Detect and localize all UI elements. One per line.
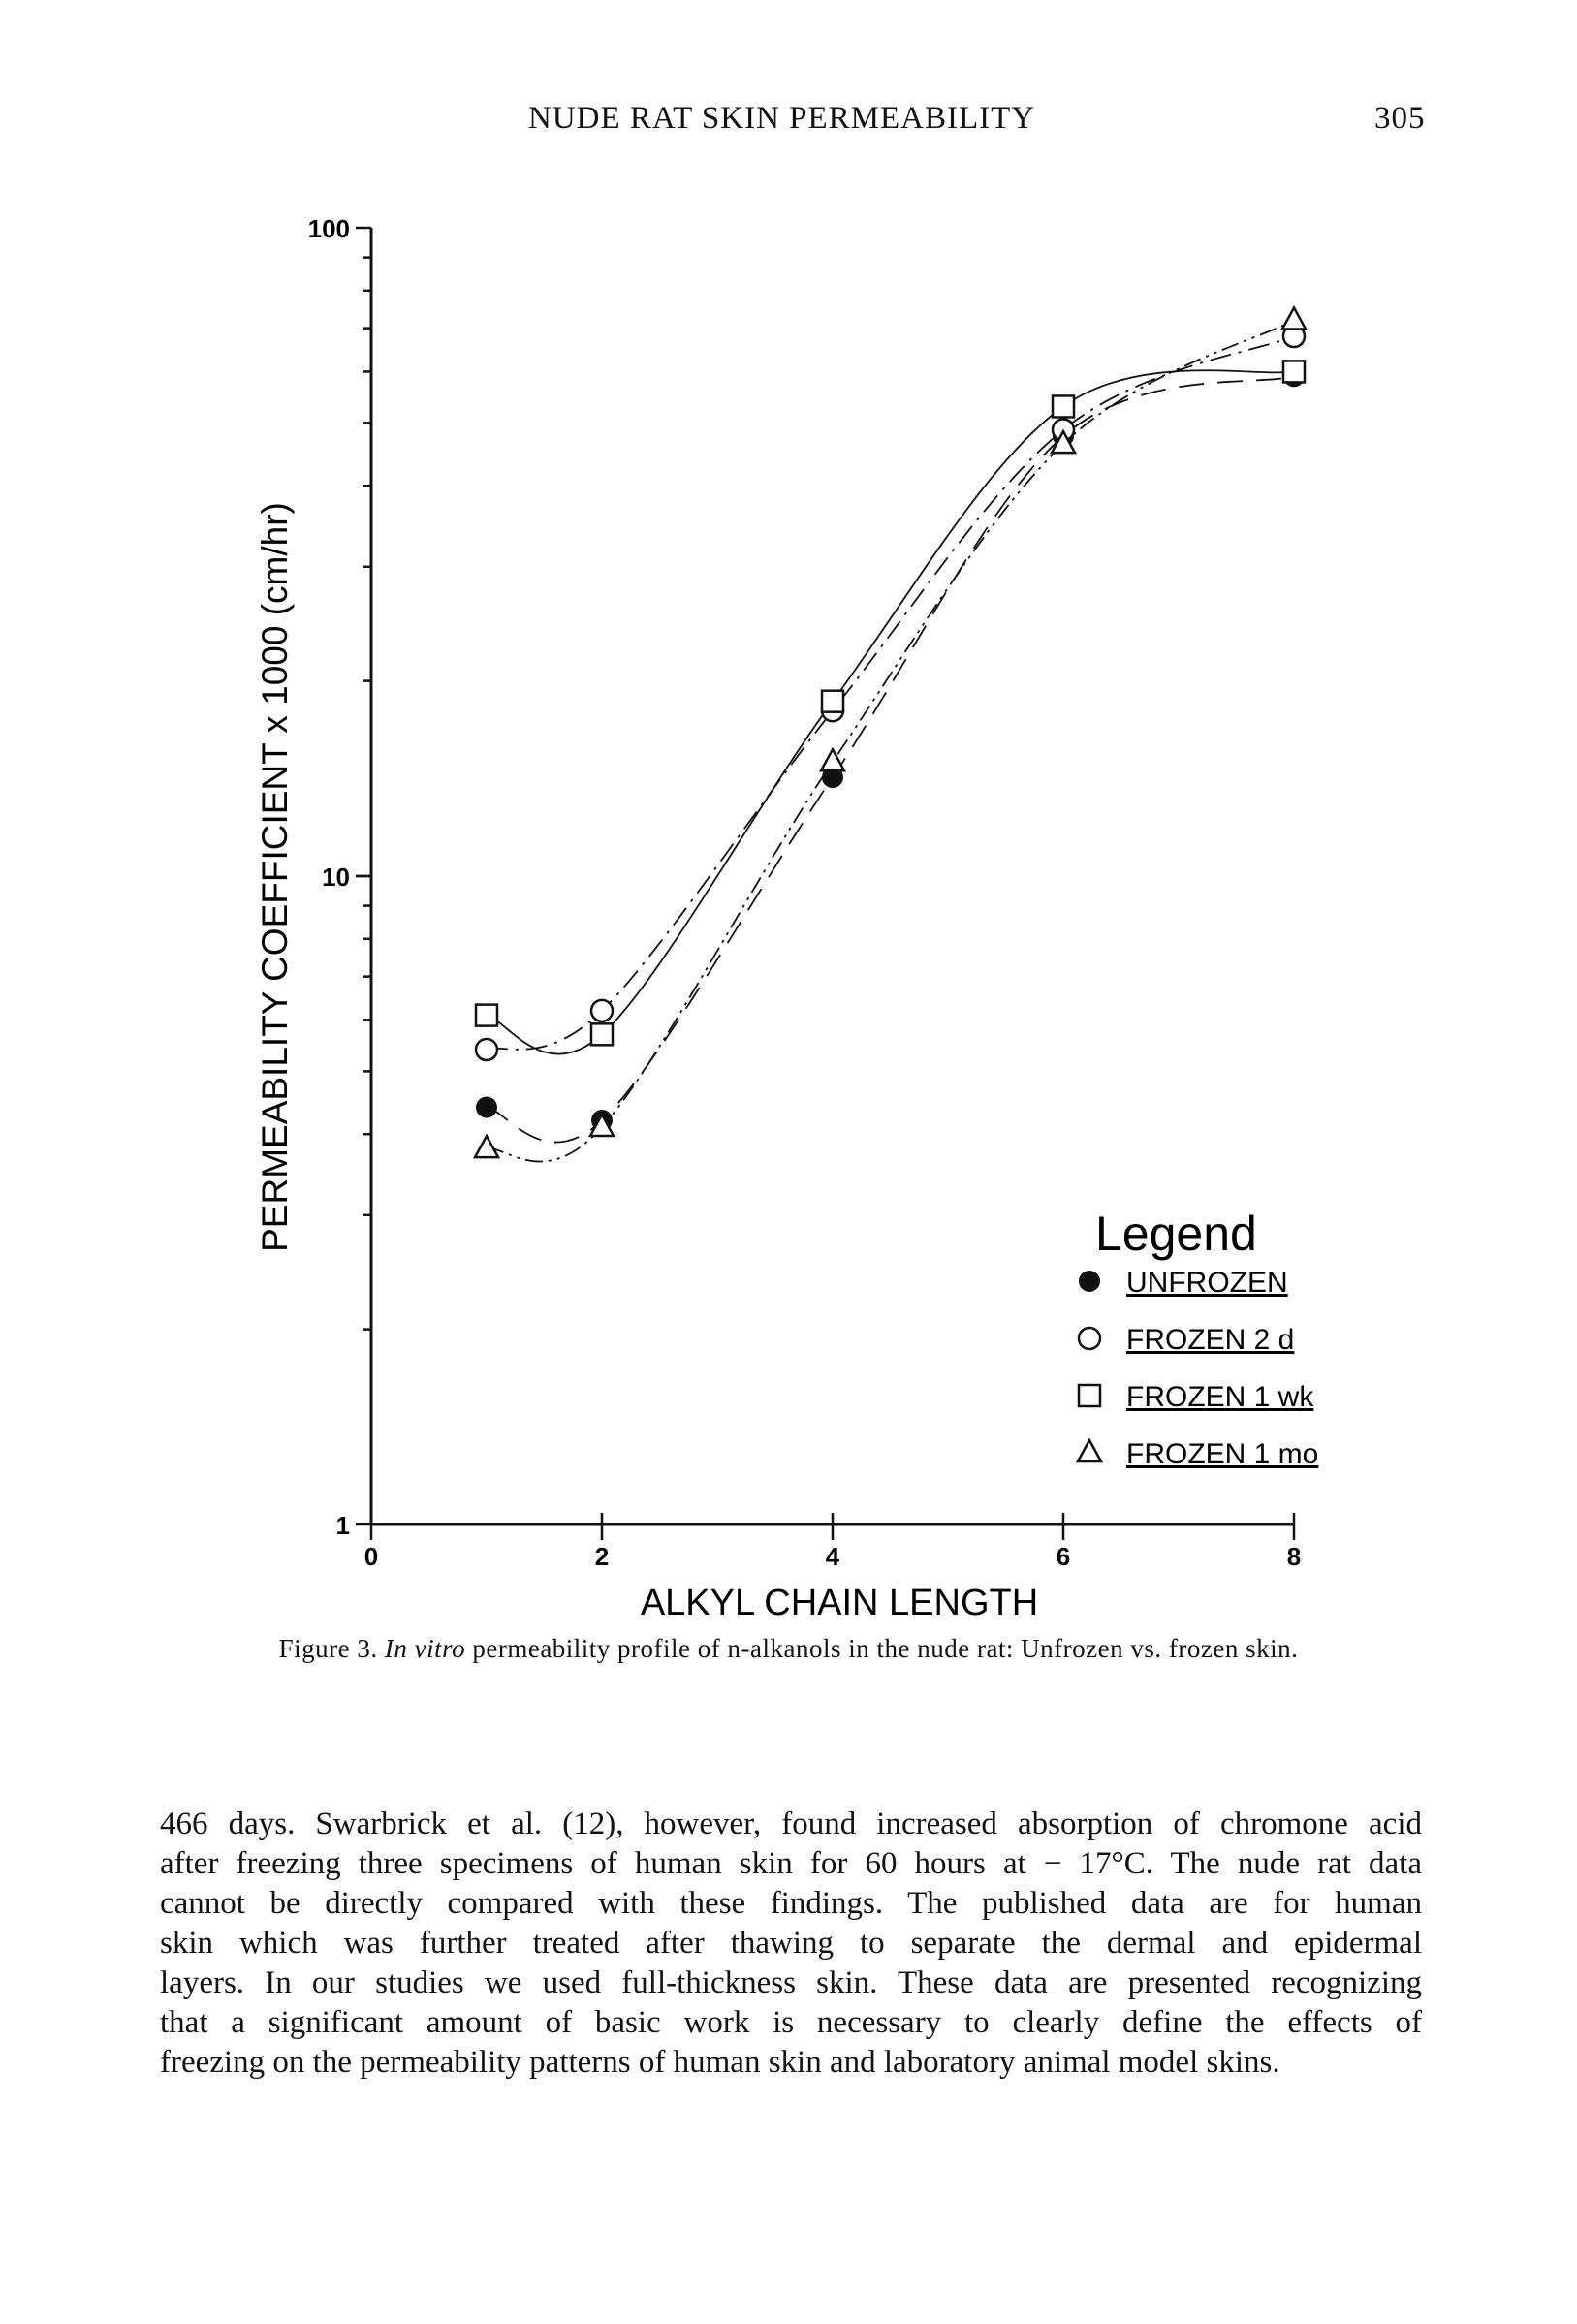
y-tick-label: 10 <box>322 863 350 892</box>
body-line: cannot be directly compared with these f… <box>160 1886 1422 1921</box>
data-point-2 <box>474 1003 499 1027</box>
legend-marker-2 <box>1077 1383 1102 1408</box>
x-tick-label: 2 <box>595 1542 609 1571</box>
data-point-3 <box>818 746 847 772</box>
body-line: after freezing three specimens of human … <box>160 1846 1422 1881</box>
body-line: 466 days. Swarbrick et al. (12), however… <box>160 1806 1422 1841</box>
data-point-0 <box>476 1096 497 1118</box>
figure-caption: Figure 3. In vitro permeability profile … <box>0 1634 1577 1664</box>
legend: UNFROZEN FROZEN 2 d FROZEN 1 wk FROZEN 1 mo <box>1075 1267 1318 1470</box>
series-line-2 <box>486 369 1295 1055</box>
x-axis-label: ALKYL CHAIN LENGTH <box>641 1583 1038 1623</box>
data-point-3 <box>1279 304 1309 330</box>
legend-label-1: FROZEN 2 d <box>1126 1324 1294 1356</box>
y-tick-label: 1 <box>336 1511 350 1540</box>
data-point-2 <box>1051 394 1076 419</box>
data-point-2 <box>820 689 845 713</box>
page-number: 305 <box>1374 101 1426 136</box>
data-point-3 <box>472 1133 501 1159</box>
data-point-0 <box>822 767 843 789</box>
axes: 1 10 100 0 2 4 6 8 <box>308 214 1302 1571</box>
legend-label-2: FROZEN 1 wk <box>1126 1381 1314 1413</box>
series-line-1 <box>486 335 1295 1051</box>
running-title: NUDE RAT SKIN PERMEABILITY <box>528 101 1036 136</box>
data-markers <box>472 304 1309 1159</box>
data-point-3 <box>587 1112 616 1138</box>
data-point-1 <box>589 998 615 1023</box>
data-point-2 <box>589 1022 615 1047</box>
series-line-3 <box>486 319 1295 1163</box>
legend-marker-1 <box>1077 1326 1102 1351</box>
legend-marker-0 <box>1079 1271 1100 1292</box>
body-line: layers. In our studies we used full-thic… <box>160 1965 1422 2000</box>
data-point-2 <box>1281 360 1307 384</box>
caption-text: permeability profile of n-alkanols in th… <box>472 1634 1299 1663</box>
y-tick-label: 100 <box>308 214 350 243</box>
x-tick-label: 0 <box>364 1542 378 1571</box>
y-axis-label: PERMEABILITY COEFFICIENT x 1000 (cm/hr) <box>255 502 295 1252</box>
legend-marker-3 <box>1075 1437 1104 1463</box>
x-tick-label: 8 <box>1287 1542 1301 1571</box>
legend-label-0: UNFROZEN <box>1126 1267 1288 1299</box>
legend-title: Legend <box>1095 1207 1257 1261</box>
data-point-1 <box>474 1037 499 1062</box>
body-paragraph: 466 days. Swarbrick et al. (12), however… <box>160 1805 1422 2083</box>
x-tick-label: 4 <box>826 1542 840 1571</box>
x-tick-label: 6 <box>1057 1542 1070 1571</box>
legend-label-3: FROZEN 1 mo <box>1126 1438 1318 1470</box>
body-line: that a significant amount of basic work … <box>160 2005 1422 2040</box>
body-line: freezing on the permeability patterns of… <box>160 2045 1280 2080</box>
body-line: skin which was further treated after tha… <box>160 1926 1422 1961</box>
caption-italic: In vitro <box>384 1634 466 1663</box>
data-point-3 <box>1049 428 1078 455</box>
caption-label: Figure 3. <box>278 1634 378 1663</box>
